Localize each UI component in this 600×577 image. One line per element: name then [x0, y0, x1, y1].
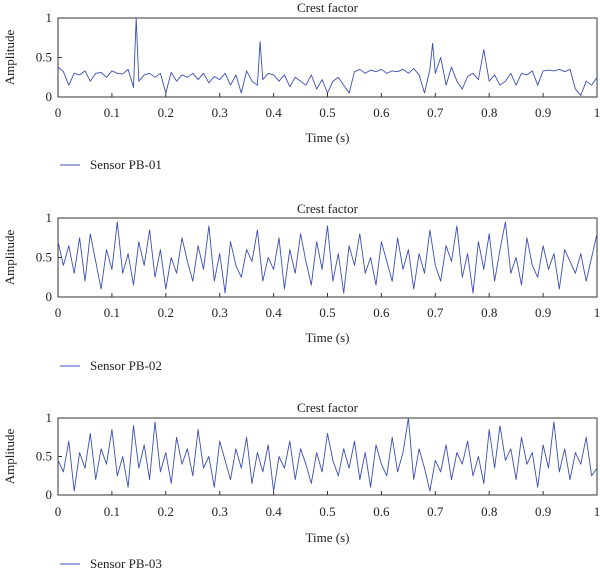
y-axis-label: Amplitude	[2, 229, 17, 285]
x-tick-label: 0.1	[104, 305, 120, 320]
chart-panel-3: Crest factor 0 0.1 0.2 0.3 0.4 0.5 0.6 0.7 0.8 0.9…	[2, 400, 600, 571]
x-tick-label: 0.8	[481, 504, 497, 519]
x-tick-label: 0.7	[427, 105, 444, 120]
x-tick-label: 0.1	[104, 105, 120, 120]
x-tick-label: 0.2	[158, 504, 174, 519]
x-tick-label: 0.8	[481, 305, 497, 320]
x-tick-label: 0.3	[212, 504, 228, 519]
y-tick-label: 0	[46, 289, 53, 304]
legend-label: Sensor PB-01	[90, 157, 162, 172]
x-tick-label: 0	[55, 105, 62, 120]
y-axis-label: Amplitude	[2, 29, 17, 85]
x-tick-label: 0.2	[158, 305, 174, 320]
x-tick-label: 0.5	[319, 504, 335, 519]
chart-title: Crest factor	[297, 400, 359, 415]
series-line-1	[57, 17, 598, 96]
x-tick-label: 0.9	[535, 305, 551, 320]
x-tick-label: 0.3	[212, 105, 228, 120]
x-tick-label: 0.5	[319, 105, 335, 120]
x-tick-label: 0.4	[265, 105, 282, 120]
chart-panel-2: Crest factor 0 0.1 0.2 0.3 0.4 0.5 0.6 0.7 0.8 0.9…	[2, 201, 600, 373]
x-tick-label: 0.8	[481, 105, 497, 120]
plot-frame	[57, 417, 598, 496]
x-tick-label: 1	[594, 105, 600, 120]
x-tick-label: 0.1	[104, 504, 120, 519]
chart-panel-1: Crest factor 0 0.1 0.2 0.3 0.4 0.5 0.6 0.7 0.8 0.9…	[2, 0, 600, 172]
x-tick-label: 0.6	[373, 504, 390, 519]
y-axis-label: Amplitude	[2, 428, 17, 484]
chart-title: Crest factor	[297, 0, 359, 15]
x-tick-label: 0.6	[373, 305, 390, 320]
y-tick-label: 0	[46, 89, 53, 104]
x-axis-label: Time (s)	[306, 530, 350, 545]
x-tick-label: 0.9	[535, 504, 551, 519]
x-tick-label: 0.6	[373, 105, 390, 120]
y-tick-label: 0	[46, 487, 53, 502]
y-tick-label: 1	[46, 210, 53, 225]
x-tick-label: 0.2	[158, 105, 174, 120]
series-line-2	[57, 221, 598, 294]
legend-label: Sensor PB-02	[90, 358, 162, 373]
y-tick-label: 0.5	[36, 50, 52, 65]
chart-title: Crest factor	[297, 201, 359, 216]
legend-label: Sensor PB-03	[90, 556, 162, 571]
x-tick-label: 1	[594, 504, 600, 519]
x-tick-label: 1	[594, 305, 600, 320]
x-tick-label: 0.5	[319, 305, 335, 320]
x-tick-label: 0	[55, 305, 62, 320]
x-tick-label: 0.4	[265, 305, 282, 320]
x-tick-label: 0.4	[265, 504, 282, 519]
x-tick-label: 0.7	[427, 305, 444, 320]
x-axis-label: Time (s)	[306, 130, 350, 145]
series-line-3	[57, 417, 598, 492]
x-tick-label: 0.3	[212, 305, 228, 320]
x-axis-label: Time (s)	[306, 330, 350, 345]
x-tick-label: 0.9	[535, 105, 551, 120]
y-tick-label: 1	[46, 10, 53, 25]
y-tick-label: 1	[46, 410, 53, 425]
y-tick-label: 0.5	[36, 449, 52, 464]
y-tick-label: 0.5	[36, 250, 52, 265]
x-tick-label: 0.7	[427, 504, 444, 519]
x-tick-label: 0	[55, 504, 62, 519]
